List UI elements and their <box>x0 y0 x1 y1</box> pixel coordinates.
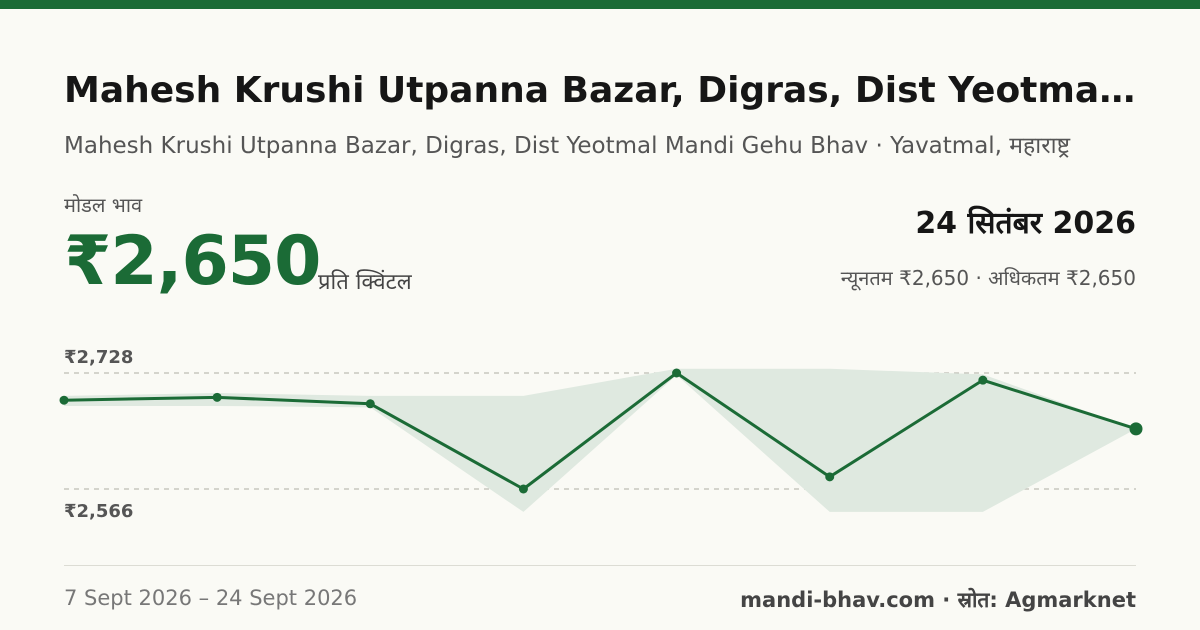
data-point-4 <box>672 368 682 378</box>
price-unit: प्रति क्विंटल <box>318 270 412 295</box>
price-chart: ₹2,728 ₹2,566 <box>59 347 1143 522</box>
data-point-1 <box>212 392 222 402</box>
page-subtitle: Mahesh Krushi Utpanna Bazar, Digras, Dis… <box>64 133 1071 159</box>
min-max-price: न्यूनतम ₹2,650 · अधिकतम ₹2,650 <box>840 266 1136 290</box>
model-price-value: ₹2,650 <box>64 222 321 301</box>
data-point-5 <box>825 472 835 482</box>
model-price-label: मोडल भाव <box>64 193 143 217</box>
date-range: 7 Sept 2026 – 24 Sept 2026 <box>64 586 358 610</box>
data-point-0 <box>59 395 69 405</box>
data-point-6 <box>978 375 988 385</box>
footer-divider <box>64 565 1136 566</box>
y-tick-label-1: ₹2,566 <box>64 501 133 522</box>
top-accent-bar <box>0 0 1200 9</box>
data-point-3 <box>518 484 528 494</box>
min-max-band <box>64 368 1136 512</box>
current-date: 24 सितंबर 2026 <box>915 206 1136 241</box>
data-point-2 <box>365 399 375 409</box>
modal-price-line <box>63 371 1137 491</box>
source-credit: mandi-bhav.com · स्रोत: Agmarknet <box>740 588 1136 612</box>
y-tick-label-0: ₹2,728 <box>64 347 133 368</box>
page-title: Mahesh Krushi Utpanna Bazar, Digras, Dis… <box>64 70 1144 111</box>
data-point-7 <box>1129 422 1143 436</box>
